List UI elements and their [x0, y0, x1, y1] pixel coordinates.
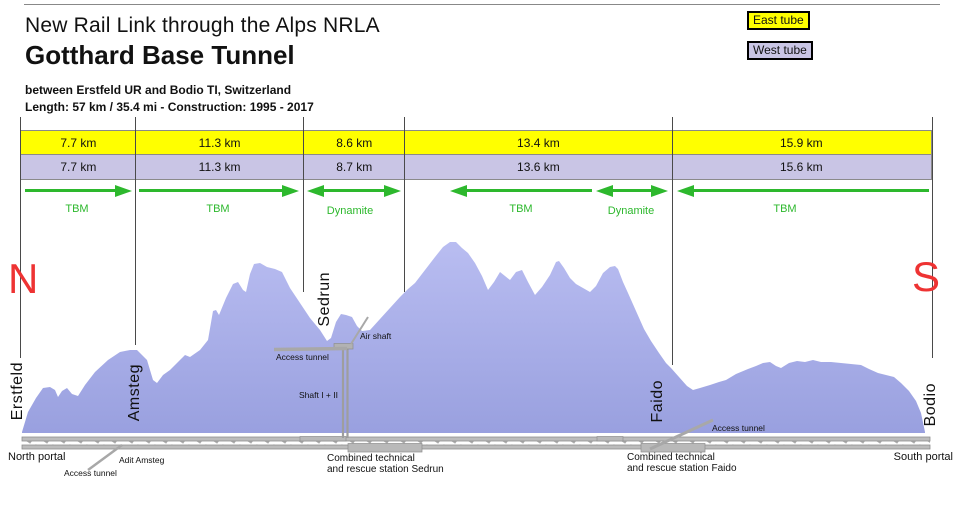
sedrun-station-line2: and rescue station Sedrun	[327, 463, 444, 475]
access-tunnel-sedrun-label: Access tunnel	[276, 352, 329, 362]
page-subtitle: New Rail Link through the Alps NRLA	[25, 14, 380, 37]
dynamite-arrow-both-1	[307, 184, 401, 197]
tbm-arrow-left-1	[450, 184, 592, 197]
dynamite-arrow-both-2	[596, 184, 668, 197]
place-label-amsteg: Amsteg	[126, 364, 143, 422]
air-shaft-label: Air shaft	[360, 331, 392, 341]
east-segment: 15.9 km	[779, 135, 823, 150]
method-label-dynamite-1: Dynamite	[326, 205, 374, 217]
sedrun-station-structure	[273, 316, 423, 453]
east-tube-bar: 7.7 km 11.3 km 8.6 km 13.4 km 15.9 km	[20, 130, 932, 155]
length-construction-text: Length: 57 km / 35.4 mi - Construction: …	[25, 100, 314, 114]
route-text: between Erstfeld UR and Bodio TI, Switze…	[25, 83, 292, 97]
compass-south: S	[912, 253, 941, 300]
amsteg-adit-line	[87, 443, 123, 472]
east-segment: 13.4 km	[517, 135, 560, 150]
legend-west-tube: West tube	[747, 41, 813, 60]
west-segment: 15.6 km	[779, 160, 823, 174]
place-label-bodio: Bodio	[922, 383, 939, 427]
shaft-label: Shaft I + II	[299, 390, 338, 400]
method-label-tbm-4: TBM	[773, 203, 797, 215]
west-tube-bar: 7.7 km 11.3 km 8.7 km 13.6 km 15.6 km	[20, 155, 932, 180]
sedrun-station-line1: Combined technical	[327, 453, 415, 464]
method-label-tbm-1: TBM	[65, 203, 89, 215]
east-segment: 7.7 km	[60, 135, 97, 150]
place-label-erstfeld: Erstfeld	[9, 362, 26, 421]
page-title: Gotthard Base Tunnel	[25, 40, 295, 70]
method-label-tbm-2: TBM	[206, 203, 230, 215]
access-tunnel-amsteg-label: Access tunnel	[64, 468, 117, 478]
faido-station-line2: and rescue station Faido	[627, 462, 737, 474]
west-segment: 8.7 km	[336, 160, 373, 174]
south-portal-label: South portal	[893, 451, 953, 463]
compass-north: N	[8, 255, 39, 302]
west-segment: 11.3 km	[198, 160, 241, 174]
legend-east-tube: East tube	[747, 11, 810, 30]
east-segment: 11.3 km	[198, 135, 241, 150]
tbm-arrow-right-1	[25, 184, 132, 197]
faido-station-structure	[596, 418, 714, 453]
faido-station-label: Combined technical and rescue station Fa…	[627, 452, 737, 475]
method-label-tbm-3: TBM	[509, 203, 533, 215]
adit-amsteg-label: Adit Amsteg	[119, 455, 165, 465]
place-label-faido: Faido	[649, 380, 666, 423]
top-divider	[24, 4, 940, 5]
tbm-arrow-right-2	[139, 184, 299, 197]
west-segment: 13.6 km	[517, 160, 560, 174]
access-tunnel-faido-label: Access tunnel	[712, 423, 765, 433]
sedrun-station-label: Combined technical and rescue station Se…	[327, 453, 444, 476]
tbm-arrow-left-2	[677, 184, 929, 197]
header: New Rail Link through the Alps NRLA Gott…	[25, 14, 380, 114]
east-segment: 8.6 km	[336, 135, 373, 150]
method-label-dynamite-2: Dynamite	[607, 205, 655, 217]
faido-station-line1: Combined technical	[627, 452, 715, 463]
place-label-sedrun: Sedrun	[316, 272, 333, 327]
mountain-profile	[22, 242, 925, 433]
west-segment: 7.7 km	[60, 160, 97, 174]
north-portal-label: North portal	[8, 451, 66, 463]
tunnel-length-bars: 7.7 km 11.3 km 8.6 km 13.4 km 15.9 km 7.…	[20, 130, 932, 180]
